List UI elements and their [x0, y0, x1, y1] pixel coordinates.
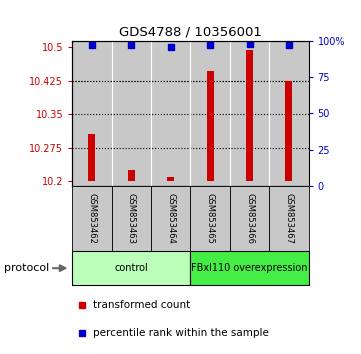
Bar	[151, 41, 191, 186]
Text: GSM853467: GSM853467	[284, 193, 293, 244]
Text: GSM853464: GSM853464	[166, 193, 175, 244]
Text: GSM853466: GSM853466	[245, 193, 254, 244]
Text: control: control	[114, 263, 148, 273]
Text: transformed count: transformed count	[93, 299, 191, 310]
Bar	[246, 50, 253, 181]
Bar	[72, 186, 112, 251]
Bar	[128, 170, 135, 181]
Bar	[269, 41, 309, 186]
Bar	[72, 251, 191, 285]
Bar	[269, 186, 309, 251]
Text: GSM853462: GSM853462	[87, 193, 96, 244]
Bar	[230, 41, 269, 186]
Text: GSM853463: GSM853463	[127, 193, 136, 244]
Title: GDS4788 / 10356001: GDS4788 / 10356001	[119, 25, 262, 38]
Text: percentile rank within the sample: percentile rank within the sample	[93, 327, 269, 338]
Bar	[167, 177, 174, 181]
Bar	[230, 186, 269, 251]
Bar	[191, 41, 230, 186]
Text: GSM853465: GSM853465	[206, 193, 215, 244]
Bar	[88, 135, 95, 181]
Bar	[112, 41, 151, 186]
Bar	[206, 71, 214, 181]
Bar	[191, 251, 309, 285]
Bar	[286, 81, 292, 181]
Text: protocol: protocol	[4, 263, 49, 273]
Bar	[191, 186, 230, 251]
Bar	[72, 41, 112, 186]
Bar	[112, 186, 151, 251]
Bar	[151, 186, 191, 251]
Text: FBxl110 overexpression: FBxl110 overexpression	[191, 263, 308, 273]
